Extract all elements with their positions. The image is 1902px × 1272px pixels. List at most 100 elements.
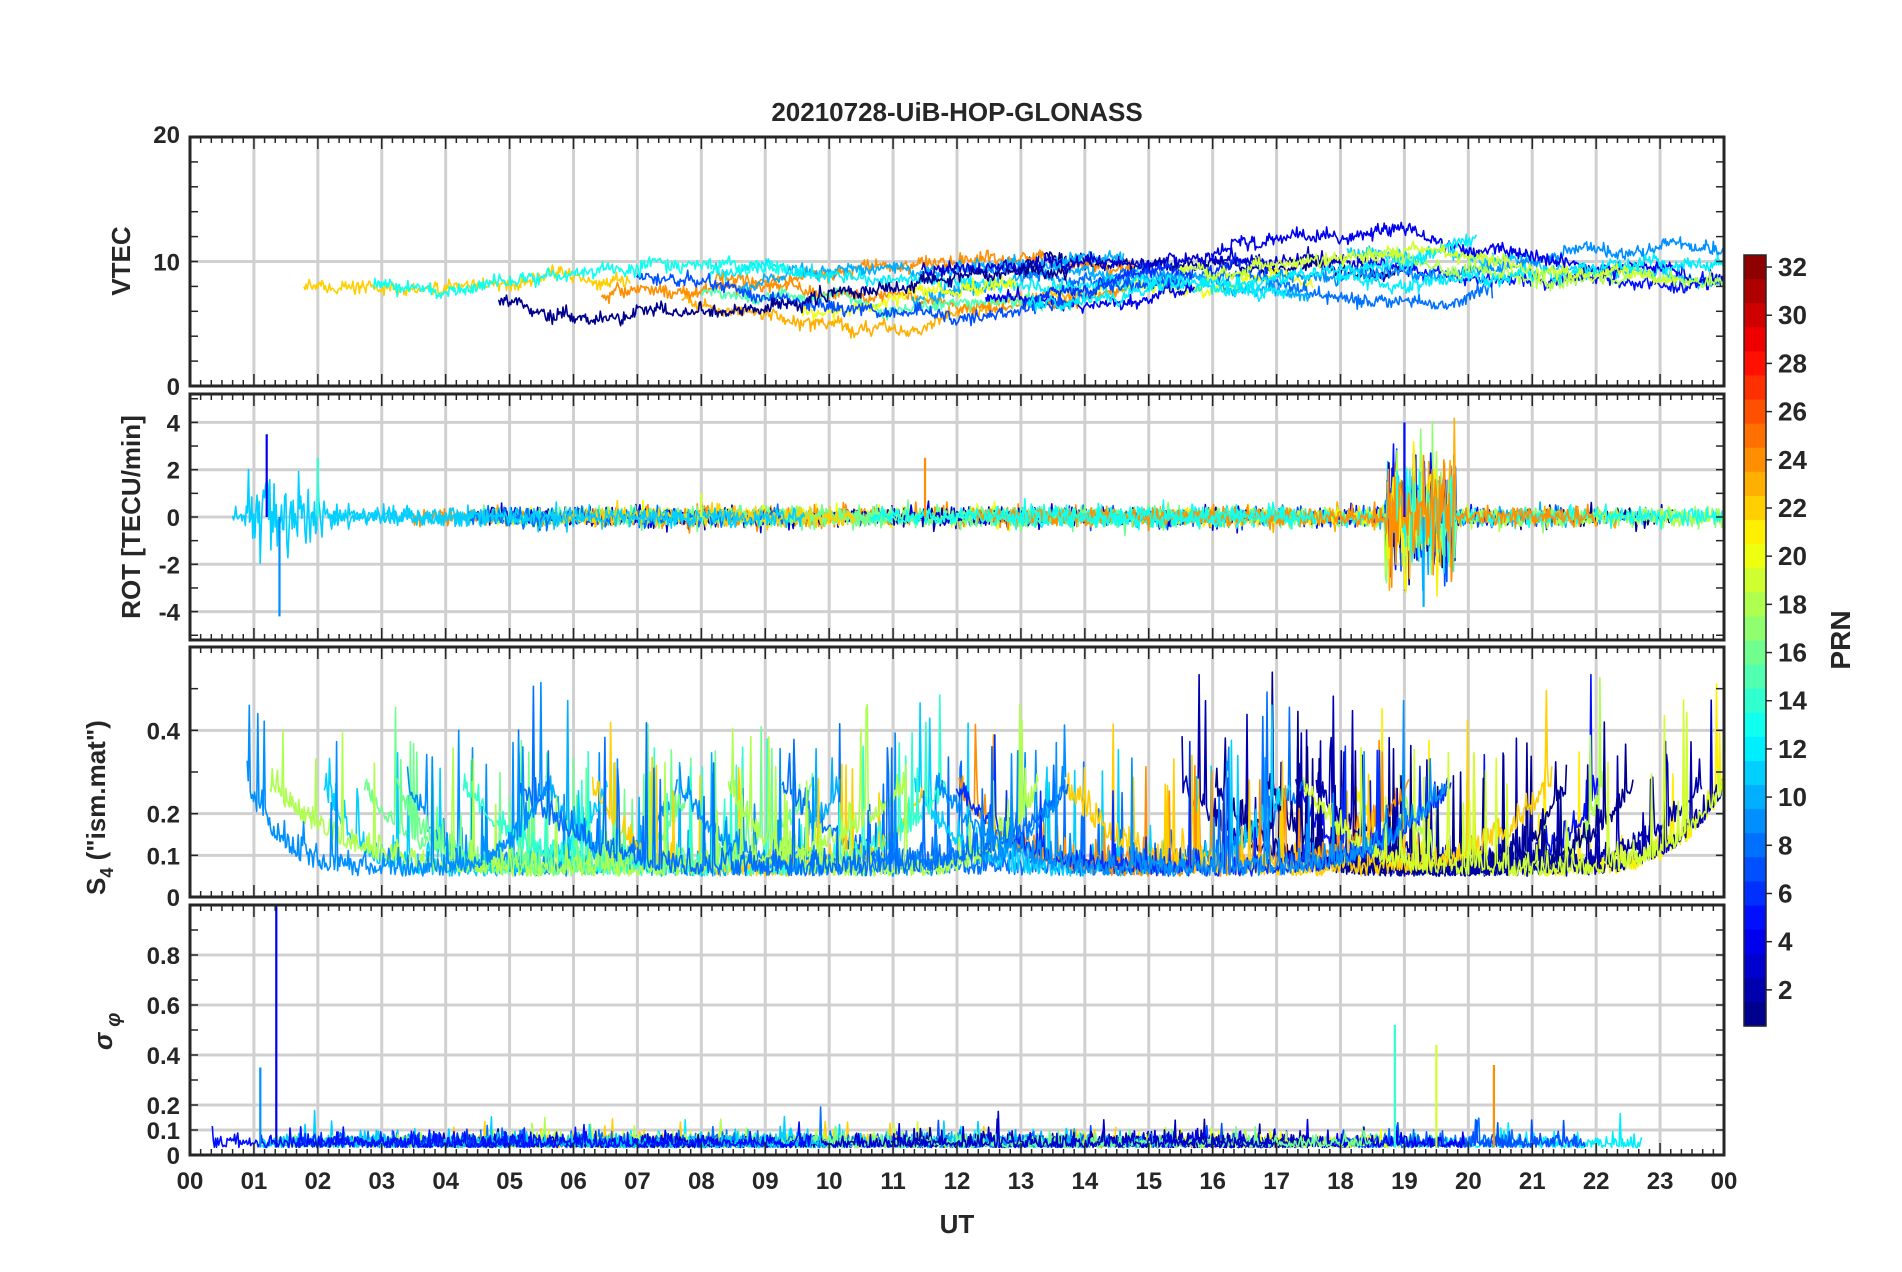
trace-line	[373, 255, 789, 300]
x-tick-label: 16	[1199, 1168, 1226, 1195]
panel-s4-ytick-labels: 0 0.1 0.2 0.4	[147, 718, 181, 912]
panel-vtec-ticks	[189, 136, 1725, 387]
trace-line	[1026, 233, 1478, 312]
panel-sigma-ylabel-sub: φ	[103, 1013, 125, 1027]
panel-sigma-ylabel-main: σ	[88, 1031, 118, 1050]
y-tick-label: 0.6	[147, 993, 180, 1020]
x-tick-label: 15	[1135, 1168, 1162, 1195]
colorbar-cell	[1744, 809, 1766, 834]
y-tick-label: 0	[167, 885, 180, 912]
colorbar-tick-label: 30	[1778, 300, 1807, 330]
y-tick-label: 20	[153, 122, 180, 149]
colorbar-cell	[1744, 905, 1766, 931]
x-tick-label: 12	[944, 1168, 971, 1195]
colorbar-cell	[1744, 520, 1766, 545]
colorbar-tick-label: 24	[1778, 445, 1807, 475]
panel-vtec-traces	[303, 221, 1724, 339]
colorbar-cell	[1744, 760, 1766, 786]
trace-line	[801, 274, 1018, 322]
colorbar-tick-label: 2	[1778, 975, 1792, 1005]
colorbar-cell	[1744, 929, 1766, 955]
panel-rot-ticks	[189, 394, 1725, 640]
colorbar-tick-label: 4	[1778, 927, 1793, 957]
x-tick-label: 14	[1071, 1168, 1098, 1195]
panel-sigma-ticks	[189, 905, 1725, 1156]
y-tick-label: 0.2	[147, 1093, 180, 1120]
trace-line	[935, 699, 1448, 877]
trace-line	[1331, 1119, 1586, 1149]
x-tick-label: 00	[177, 1168, 204, 1195]
trace-line	[1178, 240, 1679, 288]
colorbar-cell	[1744, 977, 1766, 1003]
trace-line	[1021, 502, 1291, 530]
trace-line	[517, 685, 1069, 877]
x-axis-label: UT	[940, 1209, 975, 1239]
y-tick-label: 0	[167, 374, 180, 401]
trace-line	[869, 497, 1315, 529]
colorbar-cell	[1744, 423, 1766, 449]
trace-line	[328, 501, 806, 533]
x-tick-label: 17	[1263, 1168, 1290, 1195]
colorbar-cell	[1744, 544, 1766, 569]
panel-rot-traces	[231, 417, 1724, 617]
colorbar-cell	[1744, 664, 1766, 690]
colorbar-cell	[1744, 881, 1766, 907]
x-tick-label: 18	[1327, 1168, 1354, 1195]
colorbar-tick-label: 26	[1778, 397, 1807, 427]
panel-sigma-ylabel: σφ	[88, 1013, 125, 1050]
panel-s4-ylabel-rest: ("ism.mat")	[81, 720, 111, 867]
colorbar-tick-label: 20	[1778, 541, 1807, 571]
chart-title: 20210728-UiB-HOP-GLONASS	[771, 97, 1142, 127]
trace-line	[246, 681, 549, 877]
y-tick-label: -2	[159, 552, 180, 579]
colorbar-tick-label: 10	[1778, 782, 1807, 812]
x-tick-label: 03	[368, 1168, 395, 1195]
x-tick-label: 20	[1455, 1168, 1482, 1195]
colorbar-tick-label: 22	[1778, 493, 1807, 523]
trace-line	[1214, 721, 1634, 877]
colorbar-cell	[1744, 712, 1766, 738]
y-tick-label: 4	[167, 410, 181, 437]
panel-s4-traces	[246, 671, 1724, 878]
colorbar-tick-label: 18	[1778, 589, 1807, 619]
colorbar-cell	[1744, 568, 1766, 593]
trace-line	[1022, 252, 1268, 310]
colorbar-cell	[1744, 303, 1766, 328]
colorbar-cell	[1744, 447, 1766, 473]
trace-line	[211, 1121, 812, 1149]
panel-vtec: 0 10 20 VTEC	[106, 122, 1726, 401]
trace-line	[976, 454, 1594, 589]
panel-sigma-traces	[211, 905, 1643, 1149]
x-tick-label: 05	[496, 1168, 523, 1195]
x-tick-labels: 00 01 02 03 04 05 06 07 08 09 10 11 12 13 14 15 16 17 18 19…	[177, 1168, 1738, 1195]
colorbar-cell	[1744, 1001, 1766, 1027]
colorbar-gradient	[1744, 255, 1766, 1027]
trace-line	[1267, 236, 1724, 288]
x-tick-label: 19	[1391, 1168, 1418, 1195]
x-tick-label: 09	[752, 1168, 779, 1195]
y-tick-label: 0.8	[147, 943, 180, 970]
x-tick-label: 07	[624, 1168, 651, 1195]
panel-sigma-grid	[190, 905, 1724, 1155]
x-tick-label: 08	[688, 1168, 715, 1195]
colorbar-cell	[1744, 399, 1766, 425]
colorbar-tick-label: 16	[1778, 638, 1807, 668]
panel-s4-ylabel-sub: 4	[97, 868, 117, 878]
y-tick-label: 0	[167, 1143, 180, 1170]
colorbar-cell	[1744, 255, 1766, 280]
trace-line	[920, 246, 1386, 283]
y-tick-label: 0	[167, 505, 180, 532]
panel-rot-ytick-labels: -4 -2 0 2 4	[159, 410, 181, 626]
x-tick-label: 11	[880, 1168, 905, 1195]
panel-vtec-ylabel: VTEC	[106, 226, 136, 296]
colorbar-cell	[1744, 857, 1766, 883]
x-tick-label: 01	[241, 1168, 268, 1195]
panel-s4-ticks	[189, 647, 1725, 898]
panel-sigma-phi: 00.10.2 0.4 0.6 0.8 σφ	[88, 903, 1726, 1170]
x-tick-label: 13	[1008, 1168, 1035, 1195]
y-tick-label: 10	[153, 250, 180, 277]
colorbar-cell	[1744, 351, 1766, 377]
